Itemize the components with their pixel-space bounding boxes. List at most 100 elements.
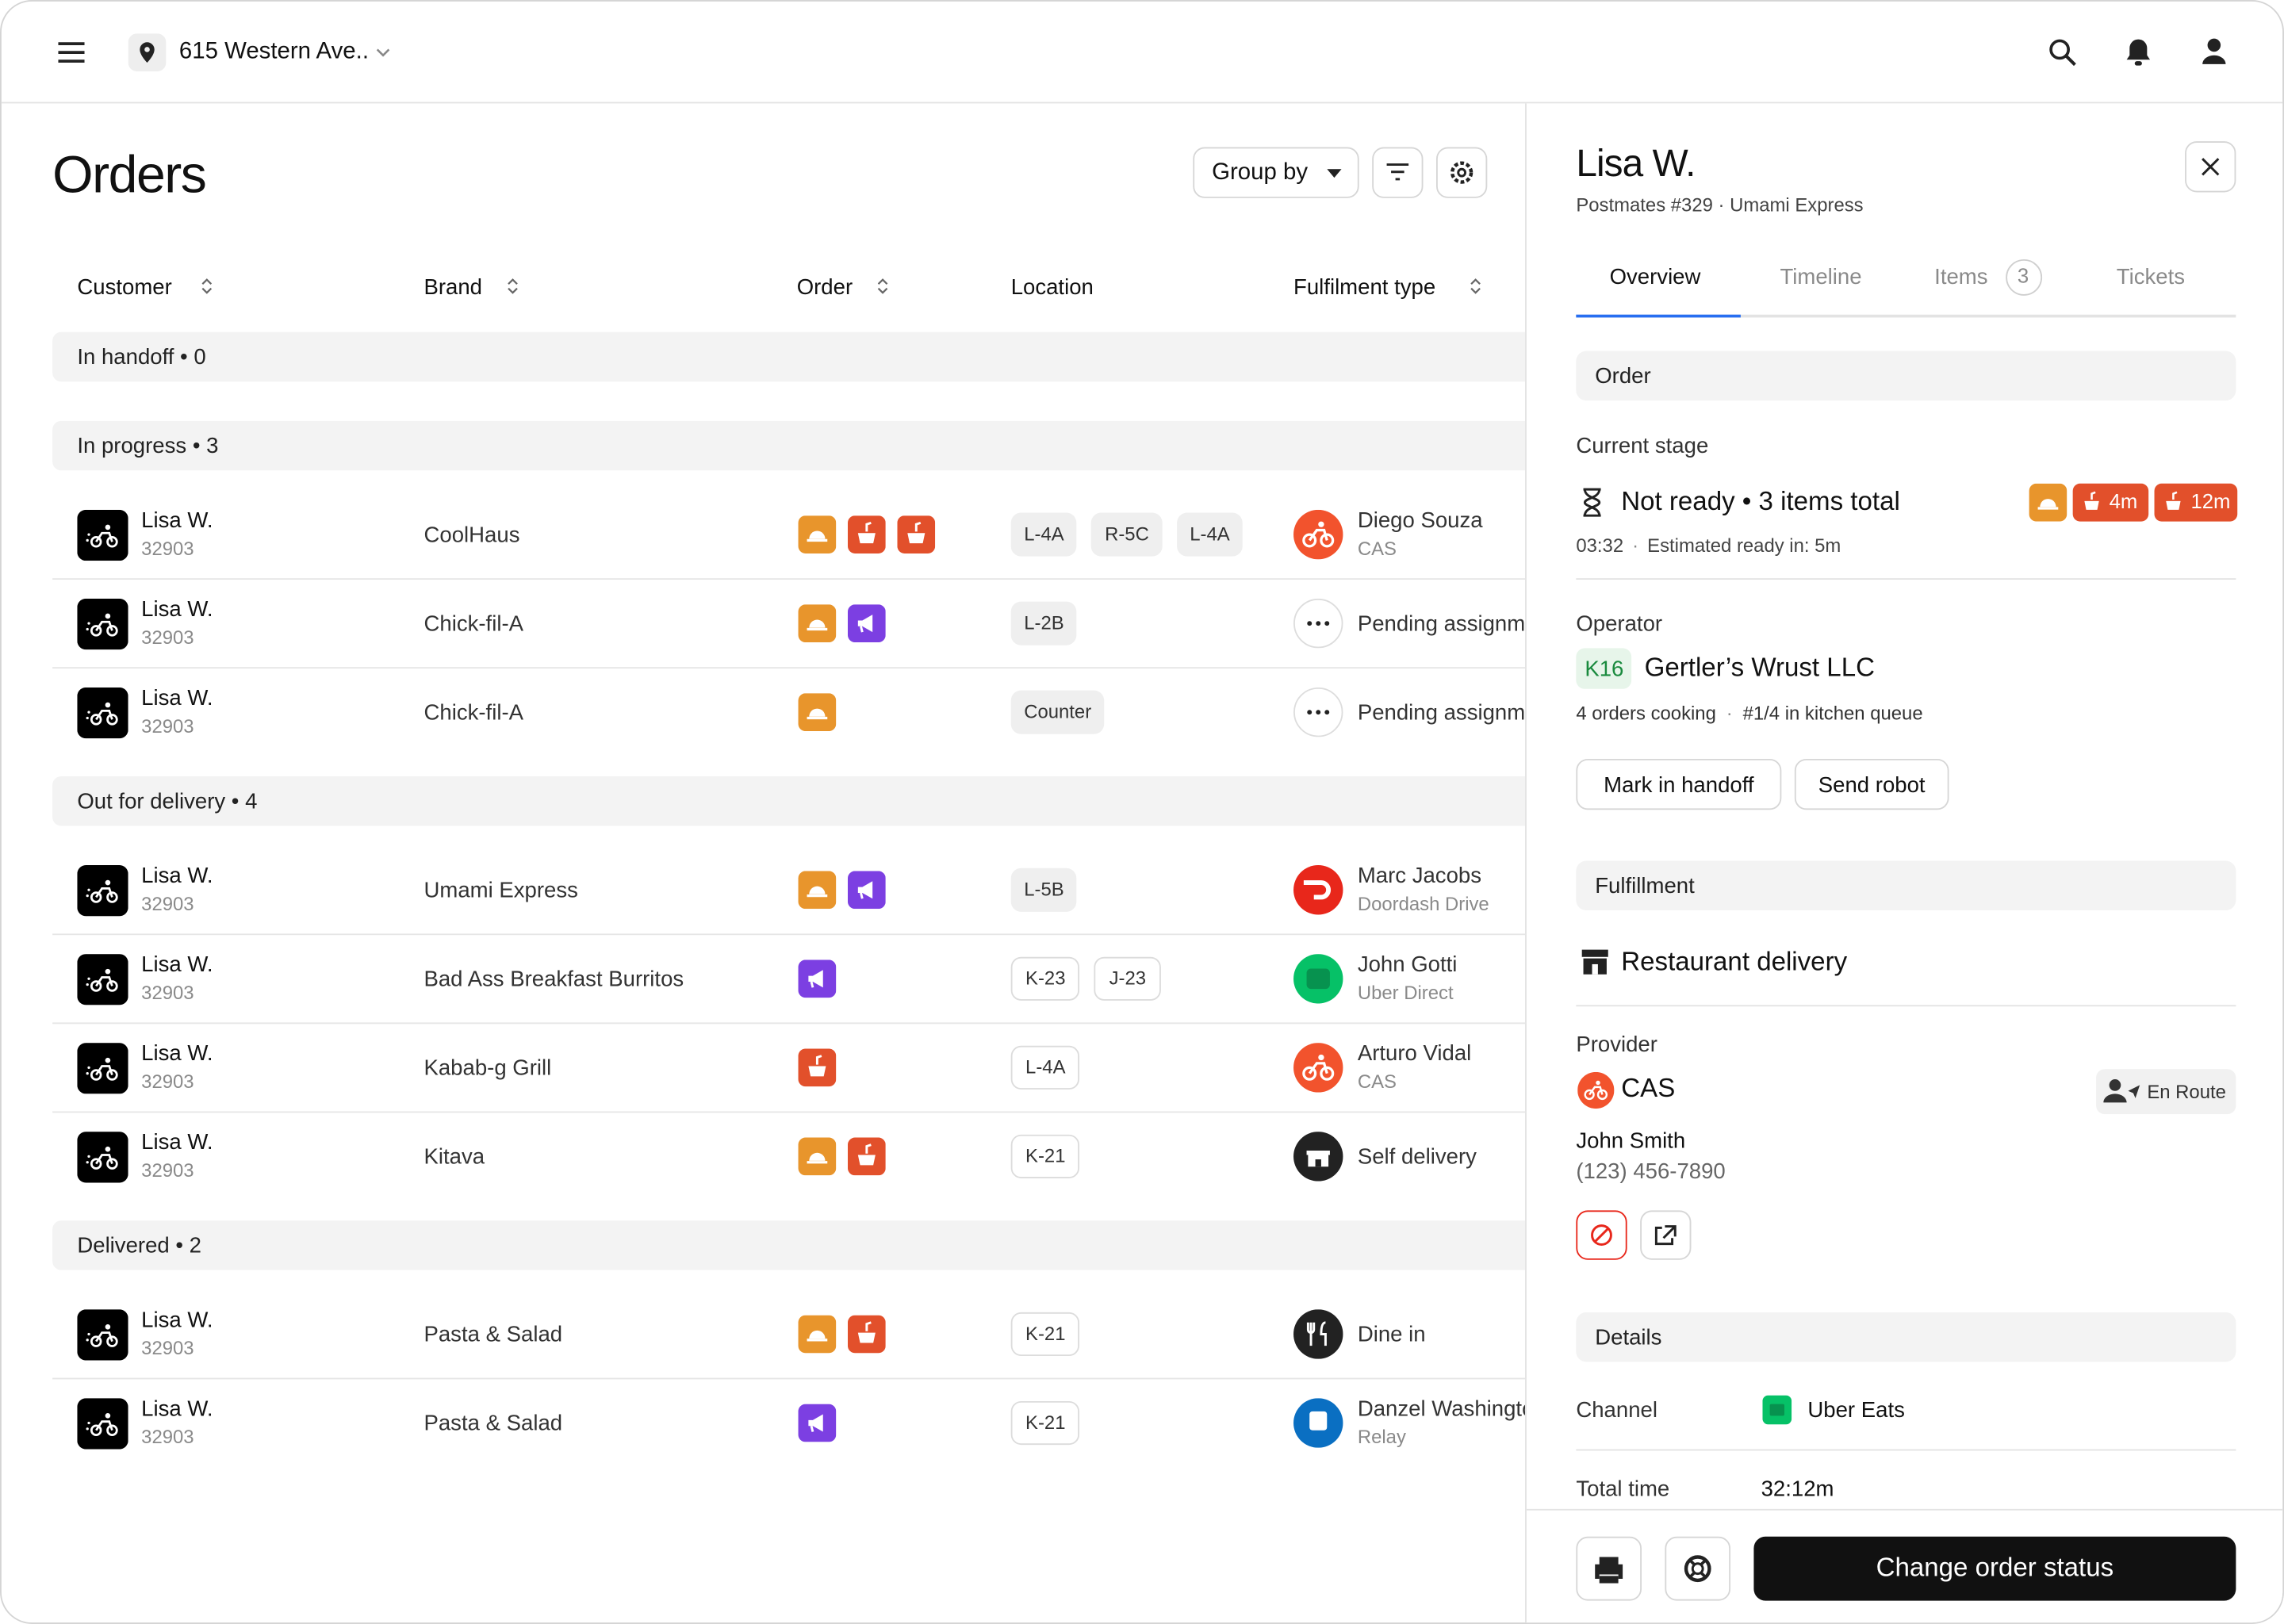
icon-part <box>95 620 113 632</box>
location-chip: L-4A <box>1176 512 1244 557</box>
location-chip: L-4A <box>1010 512 1078 557</box>
cancel-courier-button[interactable] <box>1576 1210 1627 1260</box>
order-item-icon <box>847 604 886 643</box>
icon-part <box>2172 491 2178 500</box>
filter-button[interactable] <box>1372 147 1424 198</box>
brand-name: Chick-fil-A <box>423 699 524 725</box>
customer-avatar <box>77 1043 128 1094</box>
group-by-button[interactable]: Group by <box>1193 147 1359 198</box>
icon-part <box>1596 1080 1600 1086</box>
fulfilment-name: John Gotti <box>1357 952 1458 977</box>
icon-part <box>201 278 213 294</box>
icon-part <box>1595 1557 1623 1580</box>
sort-button[interactable] <box>507 277 519 296</box>
location-chevron[interactable] <box>376 47 390 59</box>
icon-part <box>1303 880 1332 900</box>
icon-part <box>77 1043 128 1094</box>
customer-id: 32903 <box>141 1070 194 1093</box>
column-header: Order <box>796 274 853 300</box>
open-tracking-button[interactable] <box>1640 1210 1692 1260</box>
sort-button[interactable] <box>201 277 213 296</box>
icon-part <box>897 515 936 553</box>
fulfilment-avatar <box>1293 509 1343 560</box>
action-button[interactable]: Send robot <box>1794 758 1949 810</box>
icon-part <box>2128 1085 2140 1098</box>
group-label: In progress • 3 <box>77 433 219 458</box>
icon-part <box>95 1154 113 1165</box>
customer-avatar <box>77 1309 128 1361</box>
location-list: K-21 <box>1010 1400 1080 1446</box>
location-list: K-23 J-23 <box>1010 956 1161 1001</box>
timer-badge <box>2029 483 2067 522</box>
icon-part <box>1450 161 1473 184</box>
icon-part <box>86 716 89 720</box>
order-item-icon <box>847 515 886 553</box>
customer-id: 32903 <box>141 1159 194 1182</box>
location-icon[interactable] <box>128 33 167 72</box>
icon-part <box>90 980 102 992</box>
sort-button[interactable] <box>1470 277 1481 296</box>
icon-part <box>1308 528 1328 542</box>
action-label: Send robot <box>1818 772 1926 798</box>
search-button[interactable] <box>2048 38 2077 67</box>
orders-cooking: 4 orders cooking <box>1576 702 1716 724</box>
account-button[interactable] <box>2201 38 2227 66</box>
location-chip: L-2B <box>1010 601 1078 645</box>
icon-part <box>1316 621 1321 626</box>
icon-part <box>90 891 102 903</box>
timer-value: 4m <box>2109 489 2138 513</box>
change-status-button[interactable]: Change order status <box>1753 1536 2236 1601</box>
notifications-button[interactable] <box>2125 38 2152 67</box>
icon-part <box>95 976 113 987</box>
icon-part <box>2084 500 2099 510</box>
icon-part <box>87 1421 90 1425</box>
fulfilment-name: Dine in <box>1357 1321 1426 1347</box>
tab: Items <box>1934 264 1988 289</box>
icon-part <box>2202 38 2226 64</box>
icon-part <box>77 865 128 917</box>
fulfilment-avatar <box>1293 1132 1343 1182</box>
icon-part <box>77 1132 128 1183</box>
icon-part <box>376 48 390 57</box>
icon-part <box>1581 949 1608 975</box>
icon-part <box>1293 954 1343 1004</box>
icon-part <box>847 1315 886 1354</box>
icon-part <box>798 604 837 643</box>
icon-part <box>106 980 118 992</box>
icon-part <box>86 1072 89 1075</box>
icon-part <box>865 1321 872 1331</box>
close-button[interactable] <box>2185 141 2236 193</box>
action-label: Mark in handoff <box>1604 772 1754 798</box>
icon-part <box>798 871 837 910</box>
menu-button[interactable] <box>57 40 86 63</box>
order-item-icon <box>798 604 837 643</box>
customer-name: Lisa W. <box>141 1129 213 1155</box>
customer-name: Lisa W. <box>141 1040 213 1066</box>
store-icon <box>1581 948 1610 976</box>
brand-name: Chick-fil-A <box>423 611 524 636</box>
customer-avatar <box>77 1132 128 1183</box>
top-bar <box>1 2 2283 104</box>
row-divider <box>52 1377 1526 1380</box>
icon-part <box>1584 1089 1595 1101</box>
icon-part <box>1386 163 1409 181</box>
print-button[interactable] <box>1576 1536 1642 1601</box>
location-chip: L-4A <box>1010 1045 1080 1090</box>
icon-part <box>77 598 128 650</box>
icon-part <box>914 522 922 532</box>
support-button[interactable] <box>1665 1536 1731 1601</box>
icon-part <box>95 1065 113 1076</box>
icon-part <box>808 1414 823 1432</box>
icon-part <box>798 515 837 553</box>
group-header <box>52 776 1553 826</box>
time-line: 03:32 · Estimated ready in: 5m <box>1576 533 1841 559</box>
order-subtitle: Postmates #329 · Umami Express <box>1576 193 1864 216</box>
icon-part <box>809 708 826 717</box>
sort-button[interactable] <box>877 277 889 296</box>
page-title: Orders <box>52 144 207 204</box>
icon-part <box>1762 1395 1792 1425</box>
settings-button[interactable] <box>1436 147 1488 198</box>
icon-part <box>1293 865 1343 915</box>
action-button[interactable]: Mark in handoff <box>1576 758 1782 810</box>
